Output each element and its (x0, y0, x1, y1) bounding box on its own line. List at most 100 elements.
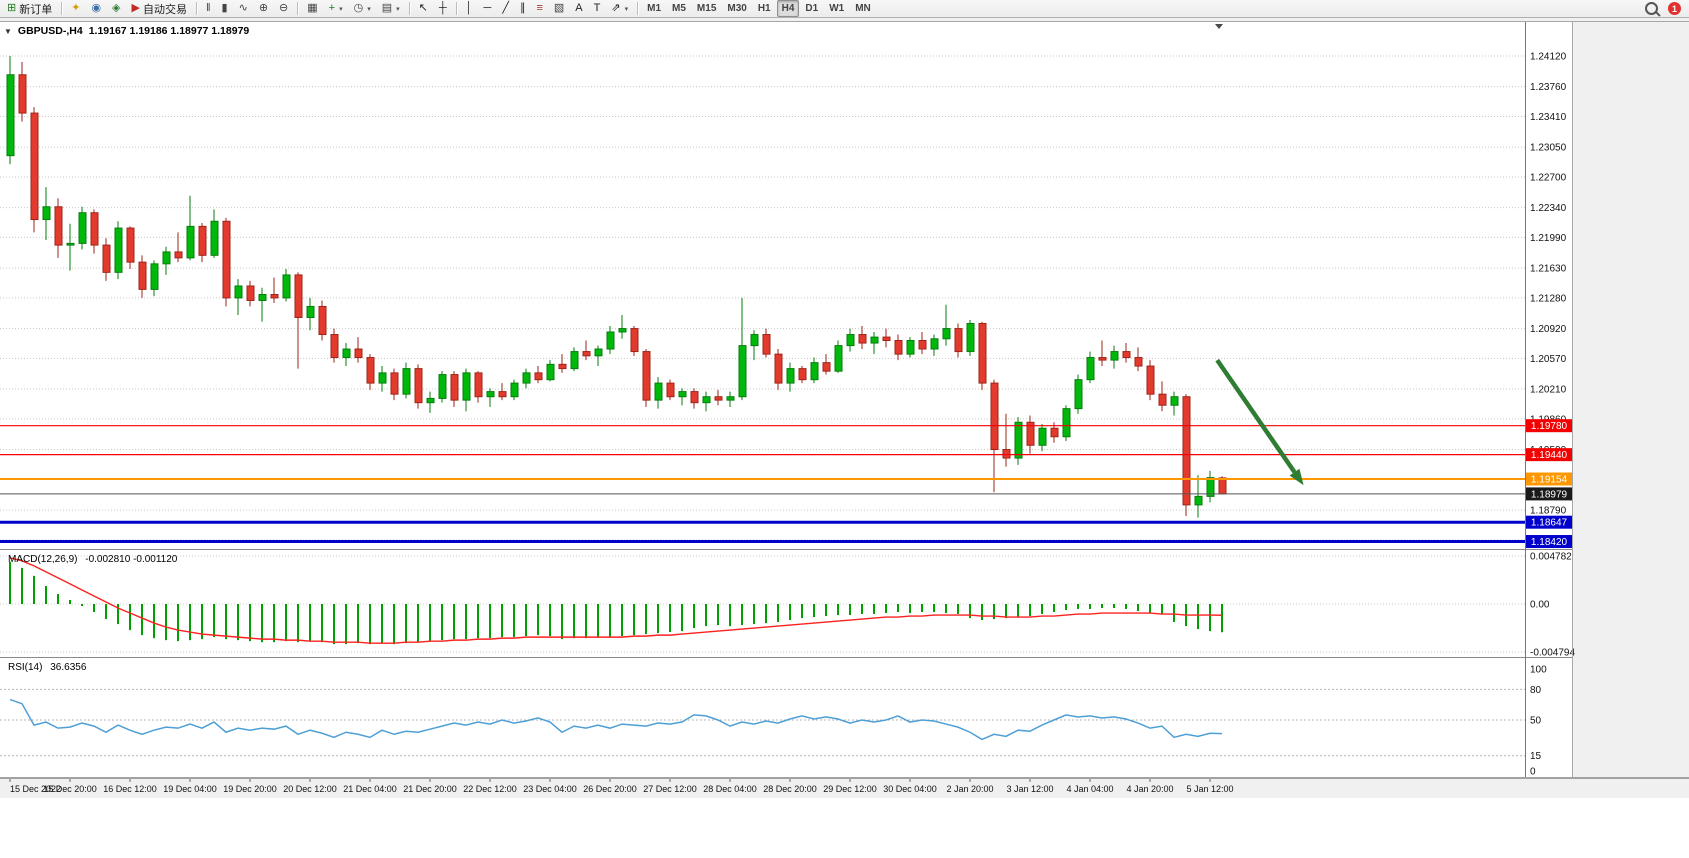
candle (30, 107, 39, 233)
svg-text:0: 0 (1530, 767, 1536, 778)
line-chart-button[interactable]: ∿ (234, 0, 253, 17)
symbol-timeframe-label: GBPUSD-,H4 (17, 25, 83, 37)
equidistant-channel-button[interactable]: ∥ (515, 0, 531, 17)
chart-shift-marker[interactable] (1215, 24, 1223, 29)
candle (930, 334, 939, 356)
timeframe-h4-button[interactable]: H4 (776, 0, 800, 17)
autotrading-button[interactable]: ▶ 自动交易 (127, 0, 192, 17)
timeframe-m5-button[interactable]: M5 (672, 3, 686, 14)
chart-collapse-icon[interactable]: ▼ (4, 26, 12, 36)
candle (762, 328, 771, 358)
chevron-down-icon: ▾ (339, 5, 343, 13)
trend-arrow[interactable] (1215, 358, 1304, 486)
timeframe-w1-button[interactable]: W1 (829, 3, 845, 14)
candlestick-chart-button[interactable]: ▮ (217, 0, 233, 17)
candle (834, 340, 843, 373)
tile-windows-button[interactable]: ▦ (302, 0, 322, 17)
search-icon[interactable] (1645, 2, 1658, 15)
tips-icon: ✦ (71, 2, 81, 14)
templates-button[interactable]: ▤ ▾ (377, 0, 405, 17)
crosshair-button[interactable]: ┼ (434, 0, 452, 17)
candle (342, 343, 351, 367)
candle (510, 379, 519, 401)
price-marker: 1.19440 (1526, 448, 1572, 462)
trendline-button[interactable]: ╱ (497, 0, 514, 17)
candle (858, 326, 867, 350)
candle (906, 337, 915, 358)
horizontal-line-icon: ─ (483, 2, 492, 14)
candle (822, 354, 831, 375)
candle (234, 279, 243, 315)
candle (306, 297, 315, 331)
candle (150, 260, 159, 297)
text-label-button[interactable]: T (589, 0, 606, 17)
svg-text:4 Jan 04:00: 4 Jan 04:00 (1066, 784, 1113, 794)
timeframe-h1-button[interactable]: H1 (757, 3, 771, 14)
cursor-button[interactable]: ↖ (414, 0, 433, 17)
shapes-button[interactable]: ▧ (549, 0, 569, 17)
new-order-button[interactable]: ⊞ 新订单 (2, 0, 57, 17)
candle (570, 347, 579, 372)
bar-chart-button[interactable]: ‖ (201, 0, 216, 17)
timeframe-mn-button[interactable]: MN (855, 3, 871, 14)
zoom-out-button[interactable]: ⊖ (274, 0, 293, 17)
candle (330, 328, 339, 363)
periods-button[interactable]: ◷ ▾ (349, 0, 376, 17)
candle (846, 328, 855, 352)
svg-text:16 Dec 12:00: 16 Dec 12:00 (103, 784, 157, 794)
panel-separators[interactable] (0, 21, 1689, 779)
chevron-down-icon: ▾ (396, 5, 400, 13)
timeframe-m15-button[interactable]: M15 (696, 3, 717, 14)
fibonacci-button[interactable]: ≡ (531, 0, 547, 17)
text-button[interactable]: A (570, 0, 587, 17)
candle (162, 246, 171, 275)
autotrading-button-label: 自动交易 (142, 3, 187, 16)
svg-text:1.18420: 1.18420 (1531, 537, 1568, 548)
svg-text:15 Dec 2022: 15 Dec 2022 (10, 784, 61, 794)
zoom-out-icon: ⊖ (279, 2, 289, 14)
timeframe-m30-button[interactable]: M30 (727, 3, 747, 14)
svg-text:1.21990: 1.21990 (1530, 233, 1567, 244)
svg-text:1.19780: 1.19780 (1531, 421, 1568, 432)
svg-text:80: 80 (1530, 685, 1542, 696)
profiles-button[interactable]: ◉ (86, 0, 106, 17)
svg-text:1.20570: 1.20570 (1530, 354, 1567, 365)
fibonacci-icon: ≡ (536, 2, 543, 14)
vertical-line-button[interactable]: │ (461, 0, 478, 17)
horizontal-line-button[interactable]: ─ (479, 0, 497, 17)
new-order-button-label: 新订单 (19, 3, 53, 16)
candle (1170, 391, 1179, 416)
svg-text:28 Dec 04:00: 28 Dec 04:00 (703, 784, 757, 794)
svg-text:1.22700: 1.22700 (1530, 172, 1567, 183)
candle (1098, 340, 1107, 367)
candle (978, 321, 987, 390)
candle (990, 379, 999, 493)
candle (606, 326, 615, 355)
arrows-button[interactable]: ⇗ ▾ (606, 0, 633, 17)
indicators-button[interactable]: + ▾ (324, 0, 348, 17)
candle (798, 366, 807, 384)
svg-text:-0.004794: -0.004794 (1530, 648, 1575, 659)
timeframe-d1-button[interactable]: D1 (805, 3, 819, 14)
svg-text:0.004782: 0.004782 (1530, 551, 1572, 562)
svg-text:23 Dec 04:00: 23 Dec 04:00 (523, 784, 577, 794)
chart-background[interactable] (0, 22, 1689, 858)
svg-text:15 Dec 20:00: 15 Dec 20:00 (43, 784, 97, 794)
zoom-in-button[interactable]: ⊕ (254, 0, 273, 17)
svg-text:27 Dec 12:00: 27 Dec 12:00 (643, 784, 697, 794)
timeframe-m1-button[interactable]: M1 (647, 3, 662, 14)
svg-text:50: 50 (1530, 716, 1542, 727)
notification-badge[interactable]: 1 (1668, 2, 1681, 15)
tips-button[interactable]: ✦ (66, 0, 85, 17)
candle (810, 357, 819, 384)
rsi-name: RSI(14) (8, 662, 43, 673)
candle (594, 345, 603, 367)
candle (774, 349, 783, 390)
macd-indicator-label: MACD(12,26,9) -0.002810 -0.001120 (8, 554, 177, 565)
svg-text:20 Dec 12:00: 20 Dec 12:00 (283, 784, 337, 794)
candle (966, 320, 975, 356)
svg-text:21 Dec 04:00: 21 Dec 04:00 (343, 784, 397, 794)
alerts-button[interactable]: ◈ (107, 0, 125, 17)
